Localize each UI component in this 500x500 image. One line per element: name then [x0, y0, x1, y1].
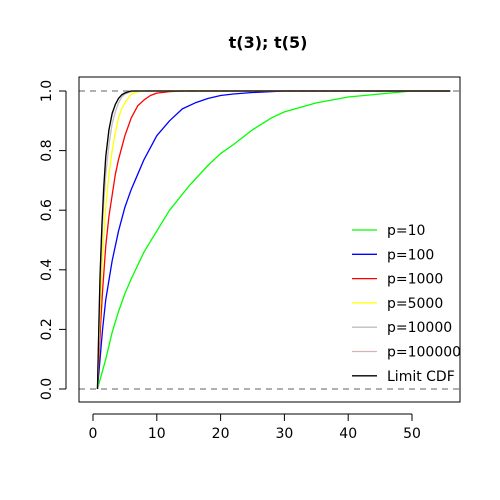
- plot-frame: [78, 76, 461, 403]
- x-tick-label-0: 0: [89, 426, 98, 442]
- series-line-p-10: [96, 90, 451, 390]
- axes: 0 10 20 30 40 50 0.0 0.2 0.4 0.6 0.8 1.0: [39, 76, 461, 442]
- legend-label-p-5000: p=5000: [387, 296, 443, 312]
- y-tick-label-1: 0.2: [39, 318, 55, 340]
- series-line-p-1000: [96, 90, 451, 390]
- series-line-limit-cdf: [96, 90, 451, 390]
- y-tick-label-3: 0.6: [39, 199, 55, 221]
- x-tick-label-1: 10: [148, 426, 166, 442]
- plot-area: [79, 90, 460, 390]
- legend: p=10 p=100 p=1000 p=5000 p=10000 p=100000 Limi…: [352, 223, 461, 385]
- series-line-p-5000: [96, 90, 451, 390]
- legend-label-p-100: p=100: [387, 247, 434, 263]
- legend-label-p-100000: p=100000: [387, 345, 461, 361]
- x-tick-label-2: 20: [212, 426, 230, 442]
- x-tick-label-5: 50: [403, 426, 421, 442]
- legend-label-p-10000: p=10000: [387, 320, 452, 336]
- y-tick-label-2: 0.4: [39, 259, 55, 281]
- legend-label-p-1000: p=1000: [387, 272, 443, 288]
- legend-label-limit-cdf: Limit CDF: [387, 369, 455, 385]
- y-tick-label-5: 1.0: [39, 80, 55, 102]
- series-line-p-100: [96, 90, 451, 390]
- legend-label-p-10: p=10: [387, 223, 425, 239]
- x-tick-label-3: 30: [275, 426, 293, 442]
- y-tick-label-4: 0.8: [39, 139, 55, 161]
- x-tick-label-4: 40: [339, 426, 357, 442]
- chart-title: t(3); t(5): [229, 33, 308, 52]
- y-tick-label-0: 0.0: [39, 378, 55, 400]
